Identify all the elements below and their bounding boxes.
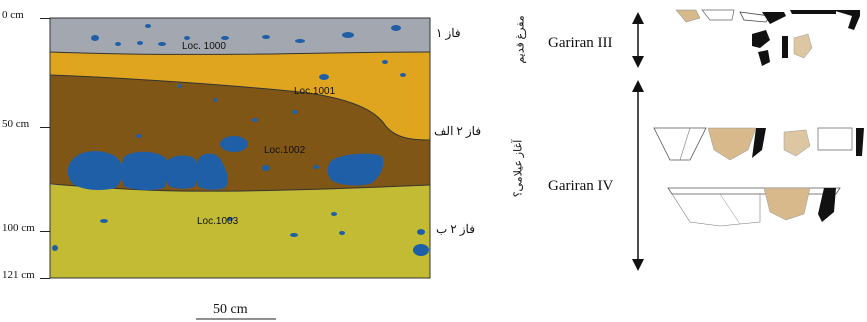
stone [319,74,329,80]
depth-tick [40,127,50,128]
stone [342,32,354,38]
depth-label: 50 cm [2,118,30,130]
stone [262,165,270,171]
period-vertical-label: آغاز عیلامی؟ [512,139,525,198]
stone [327,153,384,186]
stone [391,25,401,31]
stone [413,244,429,256]
stone [417,229,425,235]
period-vertical-label: مفرغ قدیم [514,15,527,64]
layer-loc-1001 [50,52,430,140]
phase-label: فاز ۲ ب [436,222,475,236]
depth-label: 0 cm [2,9,24,21]
stone [67,151,123,191]
pottery-drawings-gariran-iii [675,9,860,66]
period-label-gariran-iv: Gariran IV [548,178,614,194]
pottery-drawings-gariran-iv [653,127,864,227]
stone [313,165,319,169]
depth-tick [40,18,50,19]
stone [121,151,169,191]
phase-label: فاز ۱ [436,26,461,40]
locus-label: Loc.1003 [197,216,239,227]
boundary-line [49,74,431,141]
scale-label: 50 cm [213,302,248,317]
stone [178,84,182,88]
stone [137,41,143,45]
boundary-line [49,51,431,55]
layer-loc-1000 [50,18,430,55]
arrow-gariran-iv [632,80,644,271]
locus-label: Loc.1002 [264,145,306,156]
stone [115,42,121,46]
phase-label: فاز ۲ الف [434,124,482,138]
stone [100,219,108,223]
arrow-gariran-iii [632,12,644,68]
depth-label: 100 cm [2,222,35,234]
stone [158,42,166,46]
stone [252,118,258,122]
stone [290,233,298,237]
stone [145,24,151,28]
stone [184,36,190,40]
stone [91,35,99,41]
stone [227,217,233,221]
locus-label: Loc.1001 [294,86,336,97]
stone [331,212,337,216]
stone [136,134,142,138]
stone [382,60,388,64]
period-label-gariran-iii: Gariran III [548,35,613,51]
stone [339,231,345,235]
section-border [49,17,431,279]
stone [165,155,198,189]
stone [292,110,298,114]
stones [52,24,429,256]
stone [213,98,217,102]
depth-tick [40,231,50,232]
stone [52,245,58,251]
stone [220,136,248,152]
depth-label: 121 cm [2,269,35,281]
stone [295,39,305,43]
layer-loc-1003 [50,185,430,278]
stone [221,36,229,40]
locus-label: Loc. 1000 [182,41,226,52]
stone [400,73,406,77]
stone [262,35,270,39]
depth-tick [40,278,50,279]
stone [195,153,228,190]
